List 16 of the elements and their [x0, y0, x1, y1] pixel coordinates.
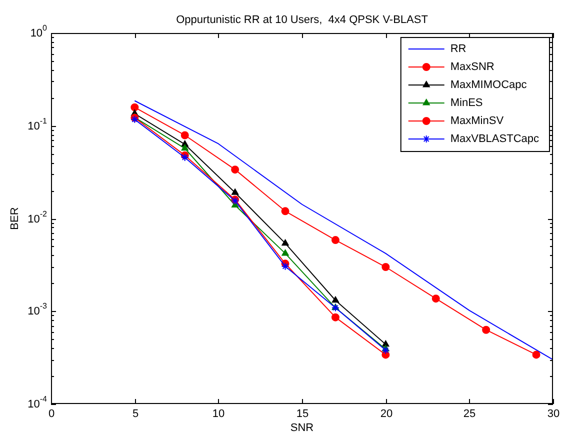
x-tick-label: 0: [48, 408, 55, 420]
legend-label: MinES: [450, 97, 483, 110]
x-tick-label: 20: [380, 408, 393, 420]
x-axis-title: SNR: [290, 422, 314, 432]
x-tick-label: 30: [547, 408, 560, 420]
x-tick-label: 25: [463, 408, 476, 420]
x-tick-label: 10: [212, 408, 225, 420]
legend-label: MaxSNR: [450, 61, 494, 74]
x-tick-label: 15: [296, 408, 309, 420]
legend-label: MaxMIMOCapc: [450, 79, 528, 92]
legend-label: MaxVBLASTCapc: [450, 133, 540, 146]
legend-label: RR: [450, 43, 466, 56]
x-tick-label: 5: [132, 408, 139, 420]
chart-title: Oppurtunistic RR at 10 Users, 4x4 QPSK V-BLAST: [176, 14, 428, 26]
y-axis-title: BER: [9, 207, 22, 230]
legend-label: MaxMinSV: [450, 115, 504, 128]
